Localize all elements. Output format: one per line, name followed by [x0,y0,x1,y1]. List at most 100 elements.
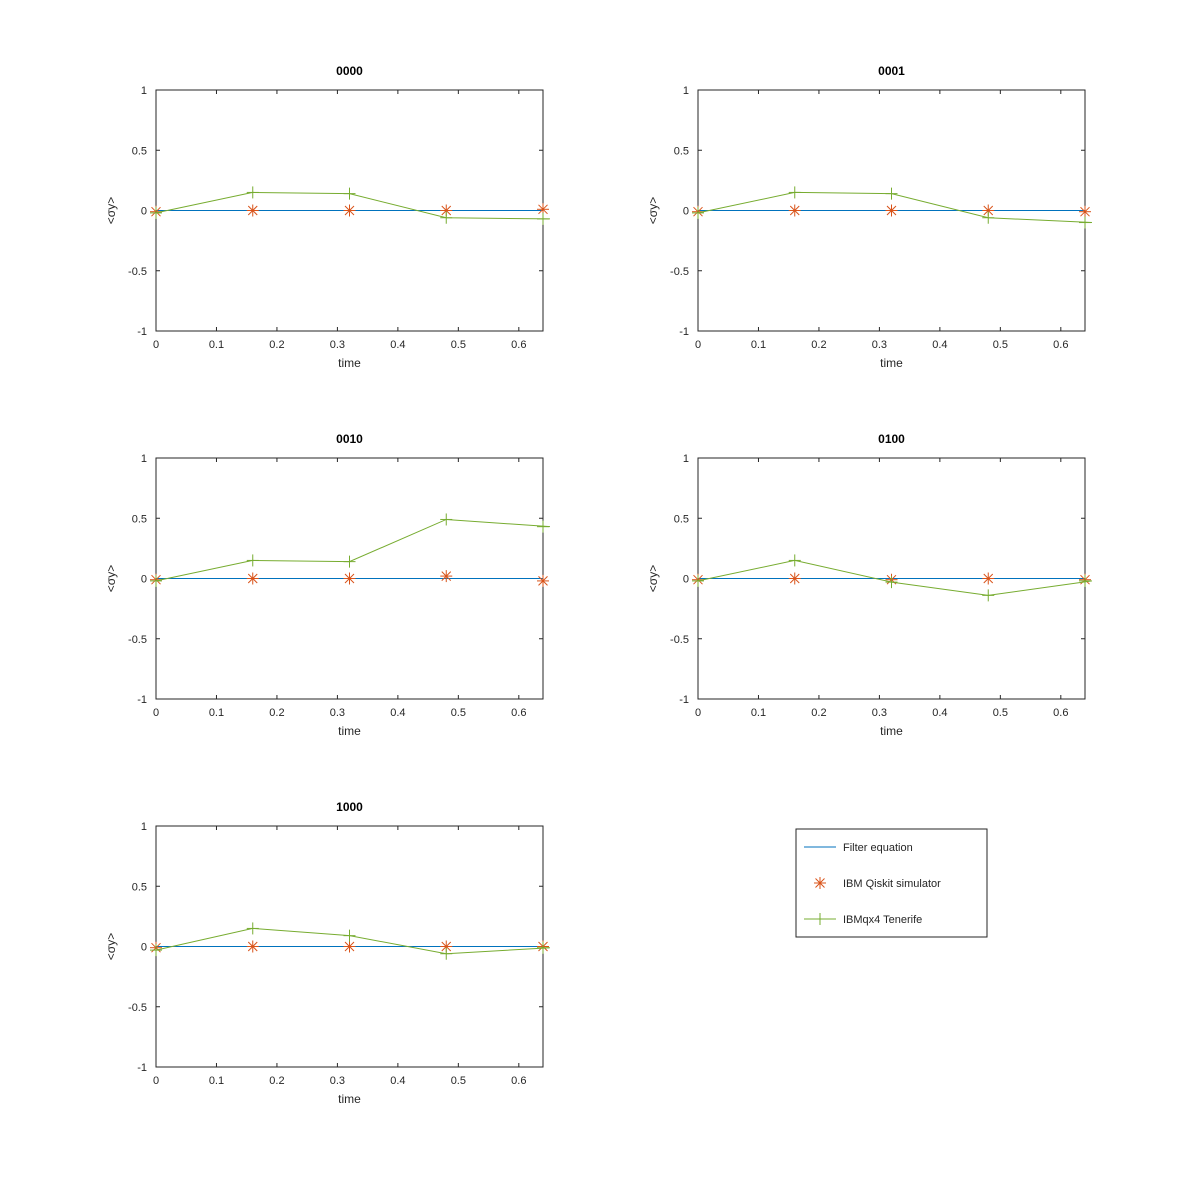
y-tick-label: 1 [141,85,147,97]
subplot-title: 0000 [336,64,363,78]
point-tenerife [1079,574,1091,587]
point-simulator [246,204,259,217]
point-simulator [788,572,801,585]
x-tick-label: 0.4 [390,707,405,719]
x-tick-label: 0 [695,707,701,719]
x-tick-label: 0.2 [811,707,826,719]
x-tick-label: 0.5 [451,707,466,719]
x-tick-label: 0 [695,339,701,351]
y-tick-label: 0.5 [674,145,689,157]
x-tick-label: 0.1 [209,707,224,719]
legend-label-tenerife: IBMqx4 Tenerife [843,914,922,926]
legend-label-simulator: IBM Qiskit simulator [843,878,941,890]
y-tick-label: 0 [141,574,147,586]
point-tenerife [692,206,704,219]
x-tick-label: 0.6 [511,707,526,719]
y-tick-label: -1 [679,326,689,338]
y-axis-label: <σy> [104,565,118,592]
y-tick-label: 0.5 [132,881,147,893]
series-tenerife [692,186,1093,229]
point-simulator-d2 [344,941,355,952]
point-simulator-d2 [983,205,994,216]
series-tenerife [692,554,1093,602]
subplot-title: 0100 [878,432,905,446]
point-tenerife [537,520,549,533]
subplot-title: 0010 [336,432,363,446]
point-simulator-d2 [789,205,800,216]
y-tick-label: 0 [141,942,147,954]
y-tick-label: 0.5 [132,145,147,157]
series-simulator [150,203,549,218]
point-tenerife [788,186,801,199]
y-tick-label: 0 [683,574,689,586]
x-tick-label: 0.2 [269,707,284,719]
point-simulator [982,572,995,585]
legend-marker-tenerife [814,913,826,925]
point-tenerife [343,187,356,200]
x-tick-label: 0.5 [993,707,1008,719]
point-simulator [885,204,898,217]
point-tenerife [440,513,453,526]
x-tick-label: 0.1 [209,1075,224,1087]
y-tick-label: -0.5 [128,266,147,278]
series-tenerife [150,922,551,960]
y-axis-label: <σy> [646,197,660,224]
point-simulator-d2 [538,576,548,586]
subplot-1000: 1000 0 0.1 0.2 0.3 0.4 0.5 0.6 -1 -0.5 0 0.5 1 time <σ… [104,800,551,1106]
x-tick-label: 0.3 [330,339,345,351]
point-tenerife [885,576,898,589]
x-tick-label: 0.2 [269,1075,284,1087]
point-simulator-d2 [344,205,355,216]
x-tick-label: 0.4 [932,339,947,351]
point-tenerife [246,554,259,567]
x-tick-label: 0.6 [511,339,526,351]
legend: Filter equation IBM Qiskit simulator IBM… [795,828,988,938]
point-tenerife [982,211,995,224]
point-simulator-d2 [886,205,897,216]
x-tick-label: 0.1 [751,707,766,719]
x-tick-label: 0.4 [390,1075,405,1087]
point-simulator-d2 [441,941,452,952]
series-tenerife [150,186,551,225]
y-axis-label: <σy> [104,933,118,960]
y-tick-label: 1 [683,85,689,97]
y-tick-label: 0.5 [132,513,147,525]
y-tick-label: 1 [683,453,689,465]
x-tick-label: 0.5 [451,339,466,351]
legend-marker-simulator [814,877,826,889]
x-tick-label: 0.3 [872,339,887,351]
x-tick-label: 0.6 [1053,707,1068,719]
point-simulator-d2 [247,941,258,952]
y-tick-label: -1 [679,694,689,706]
x-tick-label: 0 [153,707,159,719]
point-simulator [440,204,453,217]
point-simulator-d2 [1080,206,1090,217]
point-tenerife [150,206,162,219]
y-tick-label: -0.5 [128,1002,147,1014]
legend-asterisk-d2 [815,878,825,888]
point-simulator-d2 [441,205,452,216]
x-tick-label: 0.4 [932,707,947,719]
y-tick-label: -0.5 [128,634,147,646]
x-tick-label: 0.2 [811,339,826,351]
x-tick-label: 0.2 [269,339,284,351]
point-simulator [537,574,549,587]
point-tenerife [537,212,549,225]
point-simulator-d2 [344,573,355,584]
point-simulator [343,572,356,585]
point-tenerife [1079,216,1091,229]
point-simulator-d2 [983,573,994,584]
legend-plus [814,913,826,925]
y-tick-label: 1 [141,453,147,465]
point-simulator-d2 [538,204,548,215]
point-simulator [788,204,801,217]
x-tick-label: 0 [153,339,159,351]
point-simulator [246,940,259,953]
y-tick-label: 0 [141,206,147,218]
y-tick-label: -0.5 [670,634,689,646]
y-tick-label: 1 [141,821,147,833]
point-simulator [440,570,453,583]
